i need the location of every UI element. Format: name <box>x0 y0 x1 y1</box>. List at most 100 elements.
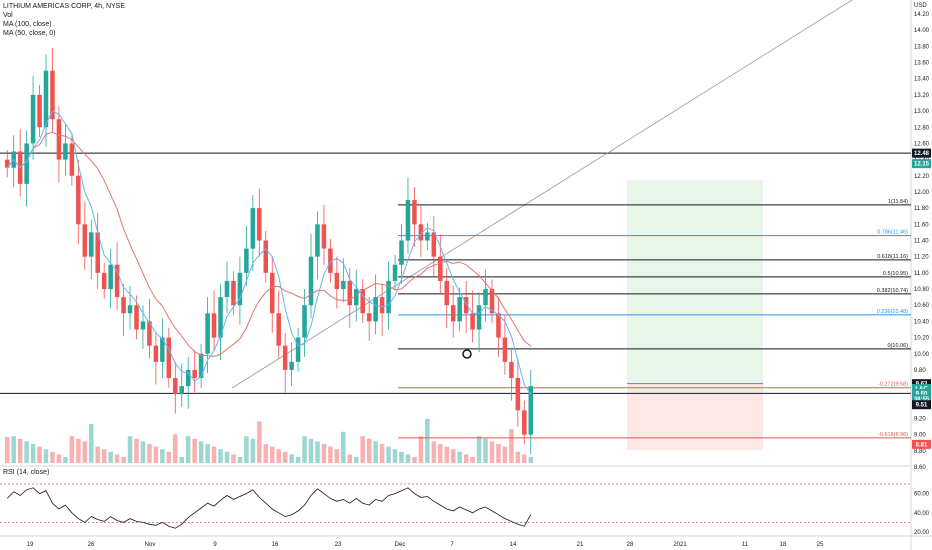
price-tag-label: 38:55 <box>914 397 930 403</box>
price-tick-label: 11.80 <box>914 206 929 212</box>
price-tag <box>912 400 931 410</box>
price-tag <box>912 148 931 158</box>
volume-bar <box>11 436 16 463</box>
volume-bar <box>140 441 146 463</box>
price-tick-label: 14.20 <box>914 12 930 18</box>
price-tag-label: 12.15 <box>914 162 930 168</box>
fib-level-label: 0.786(11.46) <box>877 230 908 236</box>
candle <box>360 289 365 314</box>
price-tick-label: 10.80 <box>914 287 930 293</box>
candle <box>347 280 353 306</box>
candle <box>509 361 514 379</box>
volume-bar <box>450 449 456 463</box>
candle <box>425 232 430 241</box>
volume-bar <box>489 441 495 463</box>
loss-zone <box>627 383 763 451</box>
price-tag <box>912 439 931 449</box>
price-tick-label: 13.20 <box>914 93 930 99</box>
volume-bar <box>483 438 488 463</box>
volume-bar <box>328 446 333 463</box>
candle <box>218 297 223 338</box>
volume-bar <box>17 438 23 463</box>
price-tag <box>912 379 931 389</box>
candle <box>418 224 424 241</box>
candle <box>244 248 249 273</box>
time-tick-label: 21 <box>577 542 584 548</box>
volume-bar <box>147 444 152 463</box>
volume-bar <box>173 434 178 463</box>
candle <box>450 305 456 322</box>
ma50-indicator-label[interactable]: MA (50, close, 0) <box>3 30 56 37</box>
volume-bar <box>76 438 81 463</box>
candle <box>282 345 288 370</box>
candle <box>4 159 10 168</box>
volume-bar <box>63 457 68 463</box>
time-tick-label: Nov <box>145 542 156 548</box>
candle <box>185 369 191 387</box>
price-tick-label: 12.00 <box>914 190 930 196</box>
candle <box>386 280 391 314</box>
chart-title: LITHIUM AMERICAS CORP, 4h, NYSE <box>3 3 126 10</box>
candle <box>457 297 462 322</box>
price-tick-label: 9.00 <box>914 433 926 439</box>
candle <box>37 94 42 128</box>
candle <box>302 305 307 338</box>
volume-bar <box>515 451 521 463</box>
candle <box>334 272 340 290</box>
candle <box>205 313 210 354</box>
price-tick-label: 10.20 <box>914 336 930 342</box>
candle <box>373 297 378 322</box>
candle <box>483 289 488 306</box>
fib-level-label: -0.272(9.58) <box>878 382 908 388</box>
volume-indicator-label[interactable]: Vol <box>3 12 13 19</box>
volume-bar <box>95 446 100 463</box>
currency-label: USD <box>914 3 927 9</box>
time-tick-label: 14 <box>510 542 517 548</box>
ma100-indicator-label[interactable]: MA (100, close) <box>3 21 52 28</box>
candle <box>153 345 159 362</box>
volume-bar <box>114 454 120 463</box>
time-tick-label: 25 <box>817 542 824 548</box>
volume-bar <box>160 449 165 463</box>
volume-bar <box>69 436 75 463</box>
candle <box>528 386 534 435</box>
volume-bar <box>276 449 281 463</box>
price-tick-label: 13.60 <box>914 61 930 67</box>
rsi-tick-label: 40.00 <box>914 511 930 517</box>
rsi-indicator-label[interactable]: RSI (14, close) <box>3 469 50 476</box>
volume-bar <box>179 457 185 463</box>
candle <box>160 337 165 362</box>
candle <box>257 208 262 241</box>
candle <box>237 272 243 306</box>
price-tag <box>912 394 931 404</box>
candle <box>308 256 314 306</box>
candle <box>250 208 256 249</box>
volume-bar <box>347 454 353 463</box>
time-tick-label: 18 <box>780 542 787 548</box>
candle <box>269 272 275 314</box>
time-tick-label: 11 <box>742 542 749 548</box>
candle <box>198 353 204 379</box>
volume-bar <box>192 438 197 463</box>
price-tick-label: 11.00 <box>914 271 929 277</box>
price-tag <box>912 159 931 169</box>
price-tick-label: 12.80 <box>914 125 930 131</box>
price-tick-label: 14.00 <box>914 28 930 34</box>
candle <box>63 143 68 160</box>
price-tick-label: 13.80 <box>914 44 930 50</box>
candle <box>392 264 398 281</box>
time-tick-label: Dec <box>395 542 406 548</box>
candle <box>412 200 417 225</box>
volume-bar <box>431 441 437 463</box>
volume-bar <box>231 454 236 463</box>
candle <box>95 232 100 273</box>
candle <box>192 369 197 379</box>
volume-bar <box>476 436 482 463</box>
volume-bar <box>82 441 88 463</box>
candle <box>341 280 346 290</box>
price-tag-label: 9.51 <box>916 403 928 409</box>
volume-bar <box>308 438 314 463</box>
candle <box>211 313 217 338</box>
price-tick-label: 10.00 <box>914 352 930 358</box>
